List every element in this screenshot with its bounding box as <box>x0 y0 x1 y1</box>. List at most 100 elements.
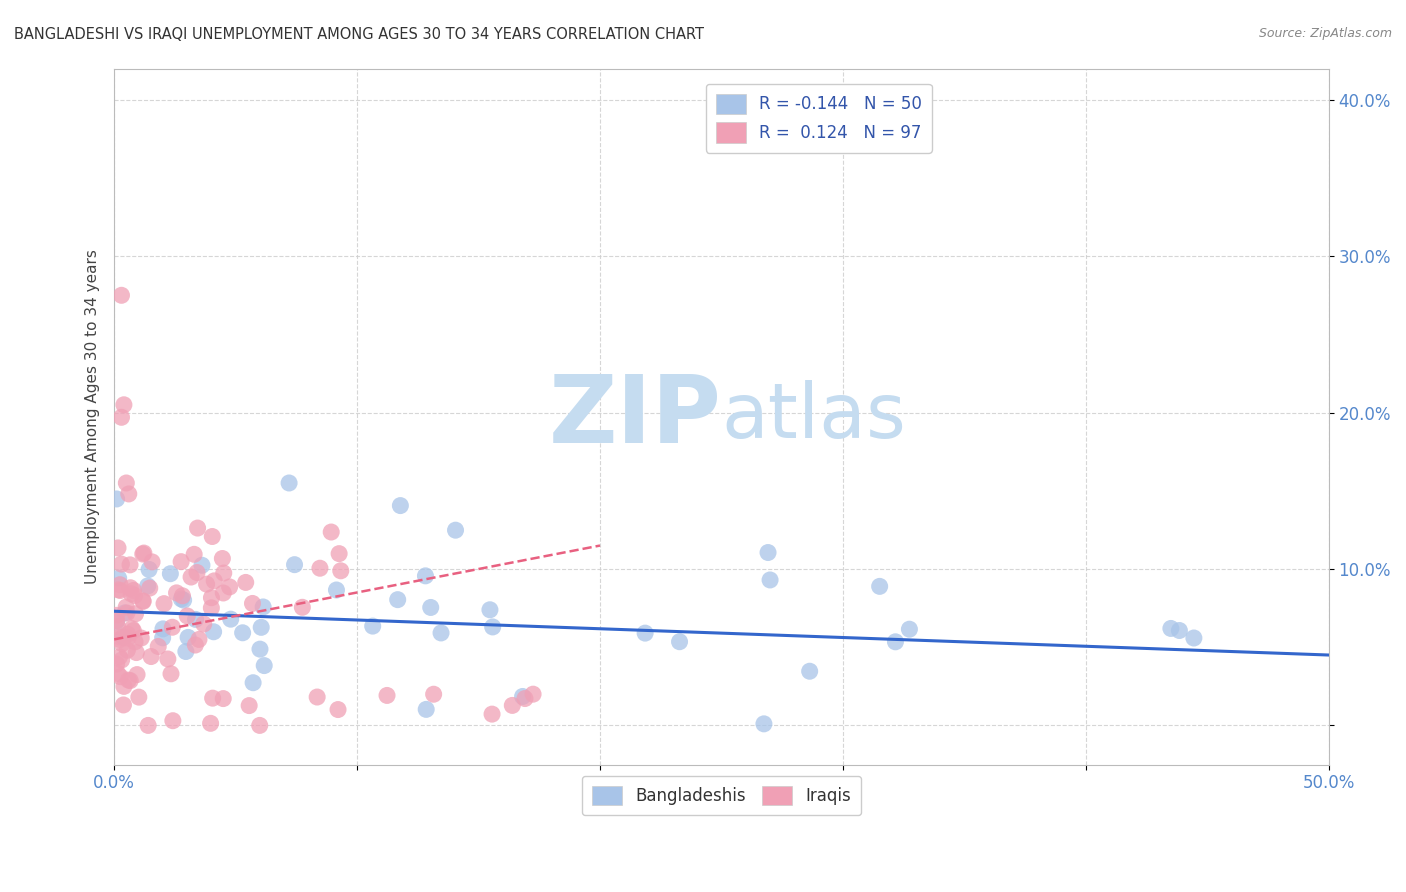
Point <box>120 587 142 601</box>
Point <box>132 594 155 608</box>
Point <box>200 591 222 605</box>
Point <box>212 586 235 600</box>
Point <box>325 582 347 597</box>
Point <box>201 691 224 706</box>
Text: Source: ZipAtlas.com: Source: ZipAtlas.com <box>1258 27 1392 40</box>
Point <box>415 569 437 583</box>
Point <box>162 620 184 634</box>
Point <box>430 626 453 640</box>
Point <box>115 600 138 615</box>
Point <box>110 557 132 571</box>
Point <box>139 649 162 664</box>
Point <box>159 566 181 581</box>
Point <box>112 698 135 712</box>
Point <box>186 566 208 580</box>
Point <box>105 657 128 671</box>
Point <box>200 716 222 731</box>
Point <box>177 631 200 645</box>
Point <box>419 600 441 615</box>
Point <box>202 624 225 639</box>
Point <box>120 673 142 688</box>
Point <box>219 612 242 626</box>
Point <box>132 546 155 560</box>
Point <box>634 626 657 640</box>
Point <box>513 691 536 706</box>
Point <box>118 558 141 572</box>
Legend: Bangladeshis, Iraqis: Bangladeshis, Iraqis <box>582 776 862 815</box>
Point <box>115 606 138 620</box>
Point <box>232 625 254 640</box>
Point <box>110 670 132 684</box>
Point <box>1168 624 1191 638</box>
Point <box>478 603 501 617</box>
Point <box>444 523 467 537</box>
Point <box>183 547 205 561</box>
Point <box>132 547 155 561</box>
Point <box>522 687 544 701</box>
Point <box>321 524 343 539</box>
Point <box>201 529 224 543</box>
Point <box>253 658 276 673</box>
Point <box>111 637 134 651</box>
Point <box>112 630 135 644</box>
Point <box>252 599 274 614</box>
Point <box>375 689 398 703</box>
Point <box>898 622 921 636</box>
Point <box>884 635 907 649</box>
Point <box>110 583 132 598</box>
Point <box>174 644 197 658</box>
Point <box>188 632 211 647</box>
Point <box>759 573 782 587</box>
Point <box>756 545 779 559</box>
Point <box>415 702 437 716</box>
Point <box>129 631 152 645</box>
Point <box>105 608 128 623</box>
Point <box>122 624 145 638</box>
Point <box>136 579 159 593</box>
Point <box>115 475 138 490</box>
Point <box>291 600 314 615</box>
Point <box>107 541 129 555</box>
Point <box>176 609 198 624</box>
Point <box>235 575 257 590</box>
Text: BANGLADESHI VS IRAQI UNEMPLOYMENT AMONG AGES 30 TO 34 YEARS CORRELATION CHART: BANGLADESHI VS IRAQI UNEMPLOYMENT AMONG … <box>14 27 704 42</box>
Point <box>112 398 135 412</box>
Point <box>111 653 134 667</box>
Point <box>361 619 384 633</box>
Text: atlas: atlas <box>721 379 907 453</box>
Point <box>138 562 160 576</box>
Point <box>108 632 131 647</box>
Point <box>1160 622 1182 636</box>
Point <box>125 646 148 660</box>
Point <box>283 558 305 572</box>
Point <box>501 698 523 713</box>
Point <box>120 581 142 595</box>
Point <box>107 619 129 633</box>
Point <box>122 583 145 598</box>
Point <box>512 690 534 704</box>
Point <box>202 574 225 588</box>
Point <box>124 607 146 621</box>
Point <box>212 566 235 580</box>
Point <box>193 617 215 632</box>
Point <box>481 707 503 722</box>
Point <box>124 589 146 603</box>
Point <box>187 521 209 535</box>
Point <box>242 675 264 690</box>
Point <box>110 288 132 302</box>
Point <box>128 690 150 705</box>
Point <box>212 691 235 706</box>
Point <box>191 558 214 573</box>
Point <box>387 592 409 607</box>
Point <box>141 555 163 569</box>
Point <box>121 622 143 636</box>
Point <box>309 561 332 575</box>
Point <box>124 635 146 649</box>
Point <box>118 487 141 501</box>
Point <box>107 582 129 597</box>
Point <box>114 606 136 620</box>
Point <box>238 698 260 713</box>
Point <box>152 622 174 636</box>
Point <box>1182 631 1205 645</box>
Point <box>160 666 183 681</box>
